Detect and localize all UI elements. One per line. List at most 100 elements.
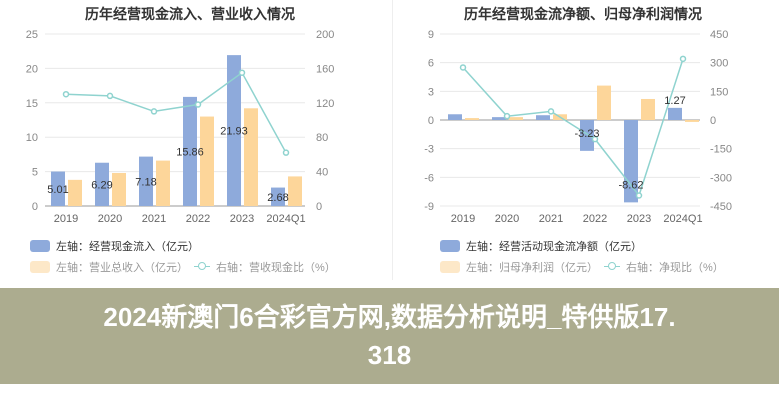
x-tick-label: 2020 — [495, 213, 519, 225]
x-tick-label: 2021 — [142, 213, 166, 225]
data-label: 1.27 — [664, 95, 685, 107]
left-tick-label: -6 — [424, 172, 434, 184]
line-point — [591, 135, 599, 143]
bar-primary — [95, 162, 109, 206]
left-tick-label: -3 — [424, 144, 434, 156]
data-label: 6.29 — [91, 179, 112, 191]
line-marker-icon — [604, 262, 620, 272]
x-tick-label: 2024Q1 — [663, 213, 702, 225]
left-tick-label: 25 — [26, 29, 38, 41]
line-point — [459, 64, 467, 71]
left-tick-label: 0 — [32, 201, 38, 213]
legend-label: 右轴：营收现金比（%） — [216, 262, 336, 274]
left-tick-label: 5 — [32, 167, 38, 179]
data-label: 21.93 — [220, 126, 248, 138]
chart-title-left: 历年经营现金流入、营业收入情况 — [85, 6, 295, 22]
line-point — [106, 92, 114, 100]
right-tick-label: 80 — [316, 132, 328, 144]
legend-item[interactable]: 左轴：经营活动现金流净额（亿元） — [440, 238, 642, 254]
bar-secondary — [288, 176, 302, 206]
right-tick-label: 300 — [710, 58, 728, 70]
line-point — [62, 90, 70, 98]
bar-primary — [536, 115, 550, 120]
right-tick-label: 450 — [710, 29, 728, 41]
x-tick-label: 2019 — [54, 213, 78, 225]
bar-secondary — [156, 160, 170, 206]
x-tick-label: 2021 — [539, 213, 563, 225]
right-tick-label: 200 — [316, 29, 334, 41]
overlay-banner: 2024新澳门6合彩官方网,数据分析说明_特供版17. 318 — [0, 288, 779, 384]
bar-primary — [227, 55, 241, 207]
series-line — [65, 71, 287, 154]
bar-secondary — [68, 179, 82, 206]
x-tick-label: 2022 — [583, 213, 607, 225]
x-tick-label: 2023 — [627, 213, 651, 225]
chart-title-right: 历年经营现金流净额、归母净利润情况 — [464, 6, 702, 22]
legend-item[interactable]: 左轴：营业总收入（亿元） 右轴：营收现金比（%） — [30, 259, 336, 275]
series-line — [462, 58, 684, 198]
legend-label: 右轴：净现比（%） — [626, 262, 724, 274]
bar-secondary — [112, 172, 126, 206]
left-tick-label: 0 — [428, 115, 434, 127]
left-tick-label: -9 — [424, 201, 434, 213]
bar-primary — [580, 120, 594, 151]
right-tick-label: 160 — [316, 63, 334, 75]
bar-secondary — [465, 118, 479, 120]
right-tick-label: 150 — [710, 86, 728, 98]
bar-secondary — [685, 120, 699, 122]
x-tick-label: 2023 — [230, 213, 254, 225]
right-tick-label: 0 — [316, 201, 322, 213]
right-tick-label: 40 — [316, 167, 328, 179]
data-label: 7.18 — [135, 176, 156, 188]
legend-label: 左轴：归母净利润（亿元） — [466, 262, 598, 274]
bar-primary — [492, 117, 506, 120]
line-point — [679, 55, 687, 63]
x-tick-label: 2019 — [451, 213, 475, 225]
line-point — [635, 192, 643, 199]
bar-primary — [139, 156, 153, 206]
legend-label: 左轴：经营活动现金流净额（亿元） — [466, 241, 642, 253]
banner-line: 318 — [367, 340, 412, 370]
legend-label: 左轴：经营现金流入（亿元） — [56, 241, 199, 253]
x-tick-label: 2022 — [186, 213, 210, 225]
line-point — [547, 108, 555, 115]
bar-primary — [448, 114, 462, 120]
data-label: -3.23 — [574, 128, 599, 140]
bar-primary — [668, 107, 682, 120]
left-tick-label: 10 — [26, 132, 38, 144]
right-tick-label: 120 — [316, 98, 334, 110]
bar-secondary — [244, 108, 258, 206]
bar-primary — [183, 96, 197, 206]
x-tick-label: 2024Q1 — [266, 213, 305, 225]
divider — [392, 0, 393, 280]
bar-secondary — [200, 116, 214, 206]
left-tick-label: 3 — [428, 86, 434, 98]
x-tick-label: 2020 — [98, 213, 122, 225]
line-point — [150, 108, 158, 115]
left-tick-label: 6 — [428, 58, 434, 70]
data-label: 15.86 — [176, 146, 204, 158]
data-label: -8.62 — [618, 179, 643, 191]
data-label: 5.01 — [47, 184, 68, 196]
right-tick-label: -300 — [710, 172, 732, 184]
bar-secondary — [597, 85, 611, 120]
data-label: 2.68 — [267, 192, 288, 204]
right-tick-label: 0 — [710, 115, 716, 127]
bar-primary — [271, 187, 285, 206]
bar-primary — [51, 171, 65, 206]
left-tick-label: 20 — [26, 63, 38, 75]
bar-secondary — [641, 98, 655, 120]
banner-line: 2024新澳门6合彩官方网,数据分析说明_特供版17. — [103, 302, 676, 332]
line-point — [282, 149, 290, 156]
left-tick-label: 15 — [26, 98, 38, 110]
legend-label: 左轴：营业总收入（亿元） — [56, 262, 188, 274]
legend-item[interactable]: 左轴：归母净利润（亿元） 右轴：净现比（%） — [440, 259, 724, 275]
line-point — [194, 101, 202, 108]
legend-item[interactable]: 左轴：经营现金流入（亿元） — [30, 238, 199, 254]
line-marker-icon — [194, 262, 210, 272]
right-tick-label: -450 — [710, 201, 732, 213]
bar-secondary — [509, 117, 523, 120]
left-tick-label: 9 — [428, 29, 434, 41]
right-tick-label: -150 — [710, 144, 732, 156]
